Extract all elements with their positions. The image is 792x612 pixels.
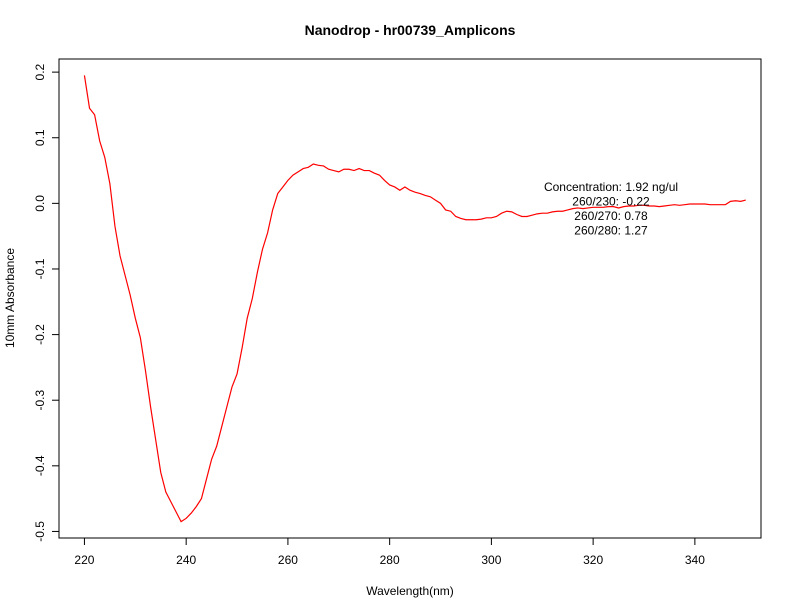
y-tick-label: 0.2: [33, 63, 47, 80]
y-tick-label: 0.0: [33, 195, 47, 212]
x-tick-label: 280: [380, 553, 400, 567]
y-tick-label: -0.3: [33, 390, 47, 411]
y-axis: -0.5 -0.4 -0.3 -0.2 -0.1 0.0 0.1 0.2: [33, 63, 60, 542]
series-line: [83, 75, 746, 523]
x-tick-label: 300: [481, 553, 501, 567]
chart-title: Nanodrop - hr00739_Amplicons: [305, 22, 516, 38]
y-tick-label: -0.2: [33, 324, 47, 345]
annotation-line: 260/270: 0.78: [574, 209, 648, 223]
y-tick-label: -0.4: [33, 455, 47, 476]
annotation-line: 260/280: 1.27: [574, 224, 648, 238]
x-tick-label: 260: [278, 553, 298, 567]
y-tick-label: 0.1: [33, 129, 47, 146]
y-tick-label: -0.5: [33, 521, 47, 542]
x-axis: 220 240 260 280 300 320 340: [74, 537, 705, 567]
x-tick-label: 340: [685, 553, 705, 567]
y-tick-label: -0.1: [33, 258, 47, 279]
y-axis-label: 10mm Absorbance: [3, 248, 17, 348]
x-tick-label: 320: [583, 553, 603, 567]
annotation-line: 260/230: -0.22: [572, 195, 650, 209]
x-tick-label: 240: [176, 553, 196, 567]
annotation-line: Concentration: 1.92 ng/ul: [544, 180, 678, 194]
x-axis-label: Wavelength(nm): [366, 584, 454, 598]
x-tick-label: 220: [74, 553, 94, 567]
